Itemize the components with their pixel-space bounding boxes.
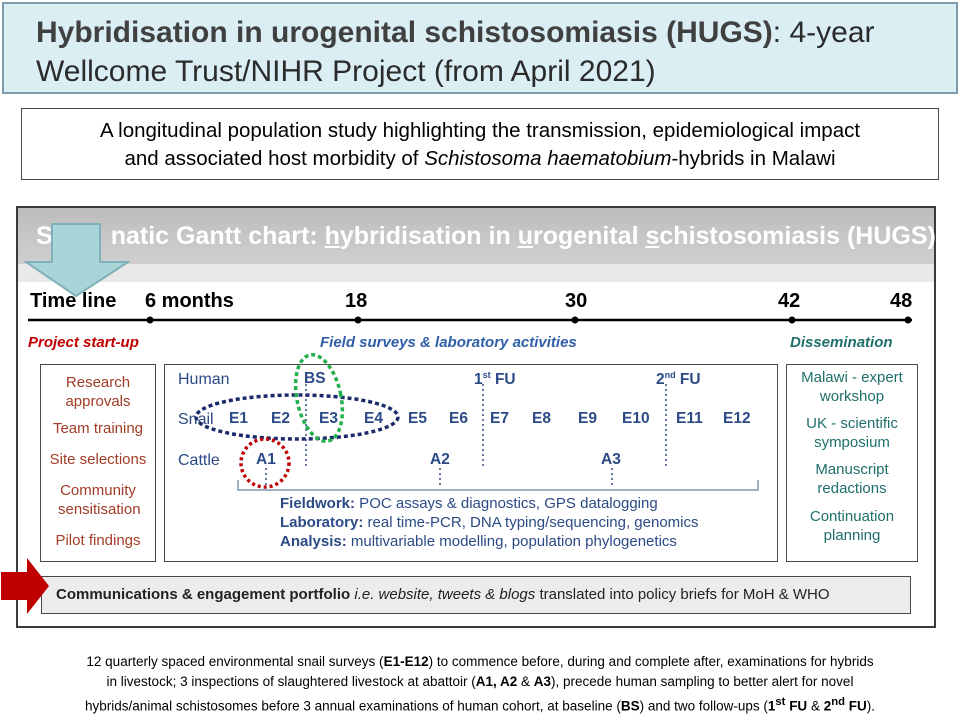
row-label-human: Human bbox=[178, 371, 230, 388]
startup-item: Community sensitisation bbox=[58, 482, 141, 518]
timeline-tick bbox=[146, 316, 154, 324]
down-arrow-icon bbox=[24, 223, 130, 298]
section-field: Field surveys & laboratory activities bbox=[320, 334, 577, 351]
startup-item: Site selections bbox=[49, 451, 147, 468]
timeline-tick bbox=[904, 316, 912, 324]
event-snail: E5 bbox=[408, 410, 427, 427]
event-snail: E8 bbox=[532, 410, 551, 427]
startup-item: Pilot findings bbox=[55, 532, 141, 549]
timeline-tick bbox=[354, 316, 362, 324]
event-cattle: A2 bbox=[430, 451, 450, 468]
event-snail: E6 bbox=[449, 410, 468, 427]
dissemination-box: Malawi - expert workshop UK - scientific… bbox=[786, 364, 918, 562]
dissemination-item: Malawi - expert workshop bbox=[801, 369, 903, 405]
timeline-mark-6: 6 months bbox=[145, 290, 234, 312]
event-cattle: A3 bbox=[601, 451, 621, 468]
dissemination-item: Continuation planning bbox=[809, 508, 895, 544]
subtitle-line-1: A longitudinal population study highligh… bbox=[99, 119, 861, 142]
title-line-1: Hybridisation in urogenital schistosomia… bbox=[36, 13, 942, 52]
footnote: 12 quarterly spaced environmental snail … bbox=[0, 652, 960, 717]
analysis-line: Analysis: multivariable modelling, popul… bbox=[280, 533, 677, 550]
title-line-2: Wellcome Trust/NIHR Project (from April … bbox=[36, 55, 656, 88]
timeline-mark-30: 30 bbox=[565, 290, 588, 312]
footnote-line-2: in livestock; 3 inspections of slaughter… bbox=[106, 674, 854, 689]
title-bold: Hybridisation in urogenital schistosomia… bbox=[36, 16, 773, 49]
subtitle-box: A longitudinal population study highligh… bbox=[21, 108, 939, 180]
event-snail: E4 bbox=[364, 410, 383, 427]
timeline-background bbox=[18, 264, 934, 282]
footnote-line-1: 12 quarterly spaced environmental snail … bbox=[86, 654, 874, 669]
dissemination-item: Manuscript redactions bbox=[815, 461, 889, 497]
dissemination-item: UK - scientific symposium bbox=[806, 415, 898, 451]
species-name: Schistosoma haematobium bbox=[424, 147, 672, 170]
event-1st-fu: 1st FU bbox=[474, 370, 516, 389]
event-snail: E2 bbox=[271, 410, 290, 427]
event-2nd-fu: 2nd FU bbox=[656, 370, 701, 389]
event-snail: E9 bbox=[578, 410, 597, 427]
footnote-line-3: hybrids/animal schistosomes before 3 ann… bbox=[85, 696, 875, 714]
title-rest: : 4-year bbox=[772, 16, 875, 49]
startup-item: Research approvals bbox=[65, 374, 131, 410]
section-startup: Project start-up bbox=[28, 334, 139, 351]
right-arrow-icon bbox=[1, 558, 49, 614]
title-box: Hybridisation in urogenital schistosomia… bbox=[2, 2, 958, 94]
subtitle-line-2: and associated host morbidity of Schisto… bbox=[124, 147, 836, 170]
timeline-tick bbox=[788, 316, 796, 324]
fieldwork-description: Fieldwork: POC assays & diagnostics, GPS… bbox=[280, 494, 699, 551]
event-snail: E10 bbox=[622, 410, 650, 427]
startup-item: Team training bbox=[52, 420, 144, 437]
event-snail: E7 bbox=[490, 410, 509, 427]
timeline-mark-48: 48 bbox=[890, 290, 913, 312]
timeline-label: Time line bbox=[30, 290, 117, 312]
row-label-cattle: Cattle bbox=[178, 452, 220, 469]
event-bs: BS bbox=[304, 370, 326, 387]
timeline-mark-18: 18 bbox=[345, 290, 368, 312]
event-cattle: A1 bbox=[256, 451, 276, 468]
section-dissemination: Dissemination bbox=[790, 334, 893, 351]
laboratory-line: Laboratory: real time-PCR, DNA typing/se… bbox=[280, 514, 699, 531]
startup-box: Research approvals Team training Site se… bbox=[40, 364, 156, 562]
event-snail: E3 bbox=[319, 410, 338, 427]
fieldwork-line: Fieldwork: POC assays & diagnostics, GPS… bbox=[280, 495, 658, 512]
event-snail: E11 bbox=[676, 410, 703, 427]
event-snail: E12 bbox=[723, 410, 751, 427]
timeline-mark-42: 42 bbox=[778, 290, 801, 312]
event-snail: E1 bbox=[229, 410, 248, 427]
timeline-tick bbox=[571, 316, 579, 324]
communications-bar: Communications & engagement portfolio i.… bbox=[41, 576, 911, 614]
row-label-snail: Snail bbox=[178, 411, 214, 428]
